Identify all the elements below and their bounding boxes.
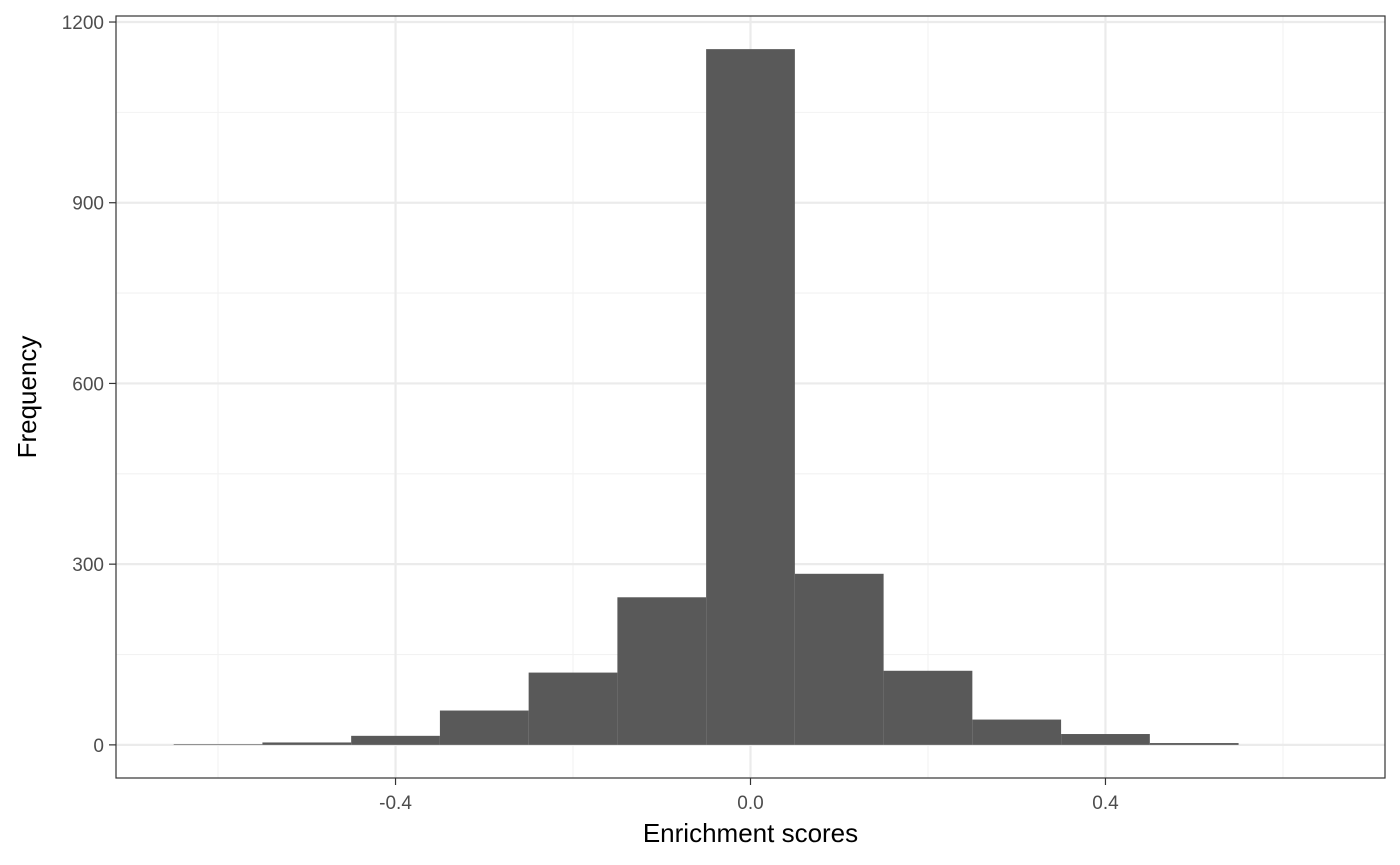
x-axis-ticks: -0.4 0.0 0.4 bbox=[379, 778, 1119, 814]
x-tick-label: -0.4 bbox=[379, 793, 412, 814]
y-axis-title: Frequency bbox=[12, 336, 42, 459]
histogram-bar bbox=[794, 573, 884, 745]
histogram-bar bbox=[351, 735, 440, 745]
histogram-bar bbox=[262, 742, 352, 745]
y-tick-label: 600 bbox=[72, 374, 104, 395]
histogram-bars bbox=[173, 49, 1239, 745]
histogram-bar bbox=[173, 744, 263, 745]
y-tick-label: 0 bbox=[93, 736, 104, 757]
y-tick-label: 1200 bbox=[62, 13, 104, 34]
histogram-bar bbox=[1149, 743, 1239, 745]
y-tick-label: 900 bbox=[72, 194, 104, 215]
histogram-bar bbox=[617, 597, 707, 745]
histogram-bar bbox=[972, 719, 1062, 745]
histogram-bar bbox=[528, 672, 618, 745]
histogram-bar bbox=[883, 670, 973, 745]
histogram-bar bbox=[439, 710, 529, 745]
x-axis-title: Enrichment scores bbox=[643, 818, 858, 848]
histogram-bar bbox=[706, 49, 795, 745]
y-axis-ticks: 0 300 600 900 1200 bbox=[62, 13, 116, 757]
y-tick-label: 300 bbox=[72, 555, 104, 576]
histogram-bar bbox=[1061, 734, 1150, 745]
x-tick-label: 0.0 bbox=[737, 793, 763, 814]
x-tick-label: 0.4 bbox=[1092, 793, 1119, 814]
